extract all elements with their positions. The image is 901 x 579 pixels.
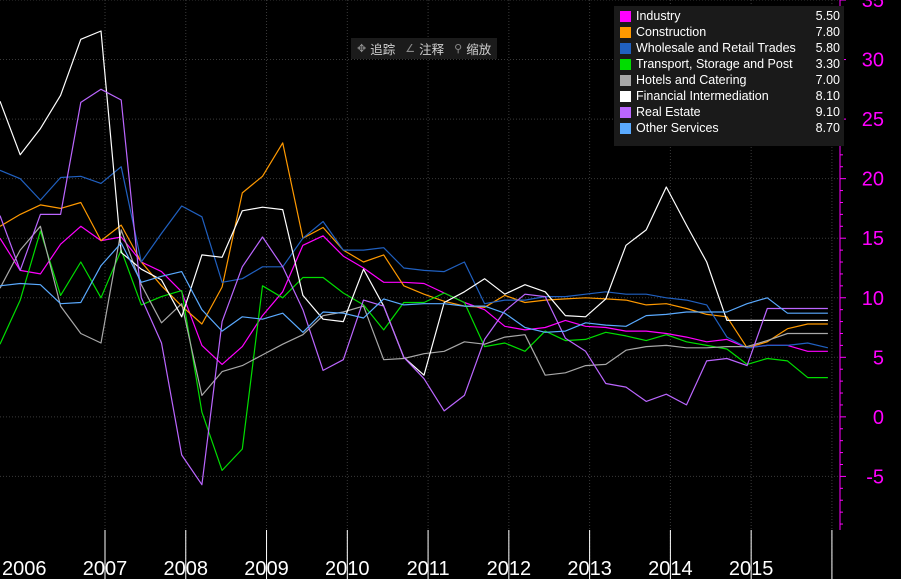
y-axis: -5 0 5 10 15 20 25 30 35 [839,0,884,530]
legend-value: 9.10 [815,105,840,119]
series-line-industry [0,225,828,365]
legend-label: Other Services [636,121,719,135]
zoom-tool[interactable]: ⚲ 缩放 [454,39,491,58]
y-tick-label: 10 [862,288,884,310]
x-axis: 2006 2007 2008 2009 2010 2011 2012 2013 2014 2015 [2,530,833,579]
legend-item: Wholesale and Retail Trades 5.80 [614,40,844,56]
y-tick-label: 30 [862,50,884,72]
legend-swatch [620,58,631,70]
legend-swatch [620,42,631,54]
x-tick-label: 2009 [244,558,289,579]
legend-value: 8.70 [815,121,840,135]
legend-label: Wholesale and Retail Trades [636,41,796,55]
x-tick-label: 2011 [407,558,450,579]
legend-value: 3.30 [815,57,840,71]
legend-swatch [620,26,631,38]
y-tick-label: 35 [862,0,884,12]
pencil-icon: ∠ [405,43,416,55]
x-tick-label: 2012 [487,558,532,579]
x-tick-label: 2007 [83,558,128,579]
x-tick-label: 2006 [2,558,47,579]
annotate-tool[interactable]: ∠ 注释 [405,39,444,58]
legend: Industry 5.50 Construction 7.80 Wholesale an… [614,6,844,146]
legend-item: Financial Intermediation 8.10 [614,88,844,104]
series-line-hotels-and-catering [0,225,828,396]
legend-label: Industry [636,9,681,23]
legend-item: Transport, Storage and Post 3.30 [614,56,844,72]
legend-swatch [620,10,631,22]
y-tick-label: 0 [873,407,884,429]
y-tick-label: -5 [866,466,884,488]
series-line-transport-storage-and-post [0,230,828,471]
legend-swatch [620,90,631,102]
y-tick-label: 5 [873,347,884,369]
annotate-label: 注释 [419,43,445,57]
legend-value: 7.80 [815,25,840,39]
legend-swatch [620,122,631,134]
crosshair-icon: ✥ [357,43,367,55]
x-tick-label: 2013 [567,558,612,579]
x-tick-label: 2008 [164,558,209,579]
legend-swatch [620,74,631,86]
legend-label: Transport, Storage and Post [636,57,793,71]
legend-label: Construction [636,25,707,39]
legend-item: Industry 5.50 [614,8,844,24]
legend-value: 5.80 [815,41,840,55]
legend-item: Hotels and Catering 7.00 [614,72,844,88]
series-lines [0,30,829,486]
trace-tool[interactable]: ✥ 追踪 [357,39,395,58]
legend-label: Financial Intermediation [636,89,769,103]
legend-item: Real Estate 9.10 [614,104,844,120]
y-tick-label: 20 [862,169,884,191]
legend-label: Hotels and Catering [636,73,747,87]
series-line-real-estate [0,88,828,486]
trace-label: 追踪 [370,43,396,57]
series-line-construction [0,142,828,349]
x-tick-label: 2015 [729,558,774,579]
x-tick-label: 2010 [325,558,370,579]
magnifier-icon: ⚲ [454,43,463,55]
legend-value: 7.00 [815,73,840,87]
legend-item: Other Services 8.70 [614,120,844,136]
legend-value: 5.50 [815,9,840,23]
legend-item: Construction 7.80 [614,24,844,40]
series-line-other-services [0,242,828,333]
legend-label: Real Estate [636,105,701,119]
y-tick-label: 25 [862,109,884,131]
y-tick-label: 15 [862,228,884,250]
chart-toolbar: ✥ 追踪 ∠ 注释 ⚲ 缩放 [351,38,498,59]
zoom-label: 缩放 [466,43,492,57]
series-line-wholesale-and-retail-trades [0,166,829,349]
x-tick-label: 2014 [648,558,693,579]
legend-value: 8.10 [815,89,840,103]
legend-swatch [620,106,631,118]
